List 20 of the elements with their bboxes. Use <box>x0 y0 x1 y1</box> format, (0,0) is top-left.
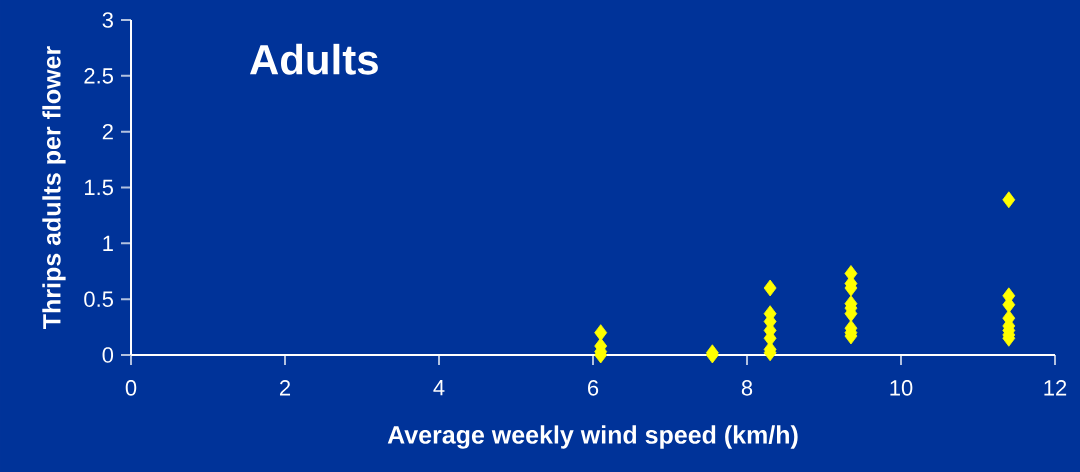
y-tick-label: 3 <box>102 12 113 28</box>
y-tick-label: 2 <box>102 124 113 140</box>
x-tick-label: 12 <box>1044 380 1067 396</box>
point <box>763 279 777 297</box>
x-tick-label: 2 <box>279 380 291 396</box>
x-tick-label: 8 <box>741 380 753 396</box>
x-tick-label: 4 <box>433 380 445 396</box>
y-axis-title: Thrips adults per flower <box>42 46 66 329</box>
point <box>594 324 608 342</box>
x-tick-label: 6 <box>588 380 599 396</box>
y-tick-label: 0.5 <box>84 291 113 307</box>
x-axis-title: Average weekly wind speed (km/h) <box>387 425 798 449</box>
x-tick-label: 10 <box>890 380 913 396</box>
point <box>1002 191 1016 209</box>
y-tick-label: 1.5 <box>85 179 113 196</box>
y-tick-label: 2.5 <box>84 68 113 84</box>
x-tick-label: 0 <box>125 380 137 396</box>
y-tick-label: 1 <box>103 235 113 251</box>
chart-title: Adults <box>249 43 378 75</box>
y-tick-label: 0 <box>102 347 114 363</box>
